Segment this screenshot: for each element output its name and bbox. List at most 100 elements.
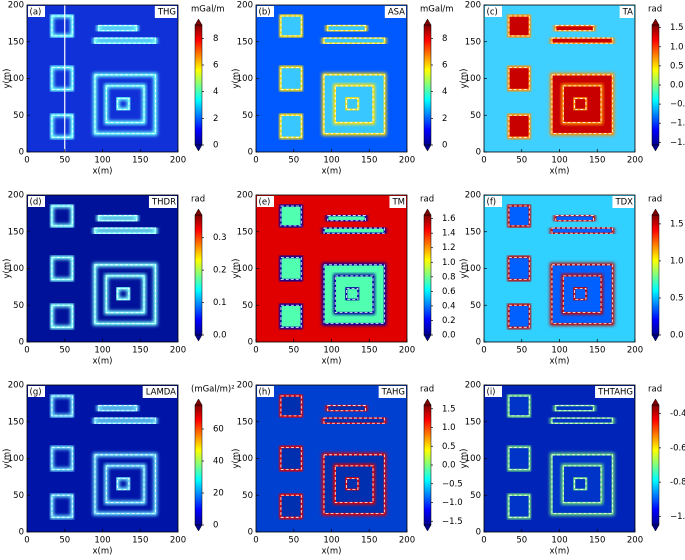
y-tick-label: 100 <box>8 74 24 84</box>
source-outline <box>574 97 587 110</box>
x-tick-label: 150 <box>589 156 605 166</box>
anomaly-body <box>323 227 386 234</box>
colorbar-tick-label: 0.2 <box>442 316 456 326</box>
colorbar-tick-label: 8 <box>442 34 447 44</box>
colorbar <box>651 214 660 336</box>
x-tick-label: 100 <box>323 346 339 356</box>
source-outline <box>551 227 613 234</box>
y-tick-label: 200 <box>237 191 253 201</box>
x-tick-label: 0 <box>24 156 29 166</box>
label-box <box>485 6 502 17</box>
x-tick-label: 0 <box>24 346 29 356</box>
y-axis-label: y(m) <box>3 259 13 279</box>
y-tick-label: 200 <box>465 191 481 201</box>
y-tick-label: 150 <box>465 227 481 237</box>
panel-label: (c) <box>487 8 498 18</box>
source-outline <box>280 15 302 37</box>
colorbar-tick-label: 0.1 <box>213 298 227 308</box>
x-tick-label: 150 <box>361 536 377 546</box>
heatmap <box>256 195 407 342</box>
y-tick-label: 150 <box>237 417 253 427</box>
y-axis-label: y(m) <box>460 69 470 89</box>
panel-title: TA <box>622 8 634 18</box>
colorbar-tick-label: 2 <box>442 114 447 124</box>
x-axis-label: x(m) <box>322 547 342 557</box>
x-tick-label: 100 <box>323 536 339 546</box>
source-outline <box>334 275 374 314</box>
y-tick-label: 50 <box>242 111 253 121</box>
y-tick-label: 0 <box>476 338 481 348</box>
colorbar-tick-label: 40 <box>213 457 224 467</box>
panel: 0 50 100 150 200 0 50 100 150 200 x(m) y(m) (d) THDR 0… <box>3 191 227 367</box>
x-tick-label: 150 <box>132 346 148 356</box>
colorbar-unit: mGal/m <box>420 5 454 15</box>
source-outline <box>280 257 302 280</box>
x-tick-label: 150 <box>132 156 148 166</box>
colorbar-tick-label: 0.0 <box>213 331 227 341</box>
source-outline <box>323 74 385 135</box>
colorbar-tick-label: 1.5 <box>442 404 456 414</box>
panel: 0 50 100 150 200 0 50 100 150 200 x(m) y(m) (i) THTAH… <box>460 381 685 557</box>
colorbar-unit: rad <box>420 385 434 395</box>
colorbar-extend <box>651 208 660 216</box>
source-outline <box>323 417 385 424</box>
x-tick-label: 50 <box>288 156 299 166</box>
source-outline <box>94 74 156 135</box>
colorbar-tick-label: 1.0 <box>670 42 684 52</box>
colorbar-tick-label: 1.4 <box>442 229 456 239</box>
source-outline <box>94 37 156 44</box>
source-outline <box>346 287 359 300</box>
y-tick-label: 0 <box>248 148 253 158</box>
x-tick-label: 50 <box>516 346 527 356</box>
anomaly-body <box>345 287 359 301</box>
source-outline <box>280 447 302 470</box>
x-axis-label: x(m) <box>322 357 342 367</box>
colorbar-tick-label: −1.5 <box>670 138 685 148</box>
y-tick-label: 150 <box>8 37 24 47</box>
y-tick-label: 100 <box>8 264 24 274</box>
y-tick-label: 50 <box>13 111 24 121</box>
heatmap <box>27 5 178 152</box>
x-tick-label: 0 <box>253 156 258 166</box>
colorbar-extend <box>423 18 432 26</box>
source-outline <box>574 287 587 300</box>
anomaly-body <box>554 24 595 32</box>
colorbar-tick-label: 0 <box>213 521 218 531</box>
y-axis-label: y(m) <box>232 69 242 89</box>
x-tick-label: 200 <box>627 536 643 546</box>
panel-title: LAMDA <box>146 388 176 398</box>
y-tick-label: 150 <box>237 227 253 237</box>
y-tick-label: 150 <box>8 417 24 427</box>
source-outline <box>94 227 156 234</box>
colorbar-tick-label: 1.0 <box>670 256 684 266</box>
anomaly-body <box>280 205 303 227</box>
source-outline <box>98 25 137 32</box>
y-tick-label: 50 <box>242 491 253 501</box>
source-outline <box>105 465 145 504</box>
colorbar-unit: mGal/m <box>191 5 225 15</box>
source-outline <box>346 477 359 490</box>
x-tick-label: 150 <box>589 346 605 356</box>
x-tick-label: 150 <box>361 346 377 356</box>
x-axis-label: x(m) <box>322 167 342 177</box>
colorbar-tick-label: −1.0 <box>442 498 463 508</box>
panel: 0 50 100 150 200 0 50 100 150 200 x(m) y(m) (a) THG 0 2… <box>3 1 225 177</box>
colorbar-tick-label: −0.5 <box>670 100 685 110</box>
anomaly-body <box>345 477 359 491</box>
source-outline <box>117 287 130 300</box>
colorbar-tick-label: 8 <box>213 34 218 44</box>
x-tick-label: 100 <box>551 536 567 546</box>
y-tick-label: 100 <box>237 454 253 464</box>
panel-title: TDX <box>614 198 633 208</box>
source-outline <box>551 264 613 325</box>
colorbar <box>651 24 660 146</box>
colorbar-tick-label: 0.5 <box>670 61 684 71</box>
colorbar-extend <box>194 144 203 152</box>
source-outline <box>323 227 385 234</box>
source-outline <box>551 454 613 515</box>
colorbar-tick-label: -0.4 <box>670 409 685 419</box>
colorbar-extend <box>423 524 432 532</box>
source-outline <box>323 264 385 325</box>
panel-label: (g) <box>30 388 42 398</box>
